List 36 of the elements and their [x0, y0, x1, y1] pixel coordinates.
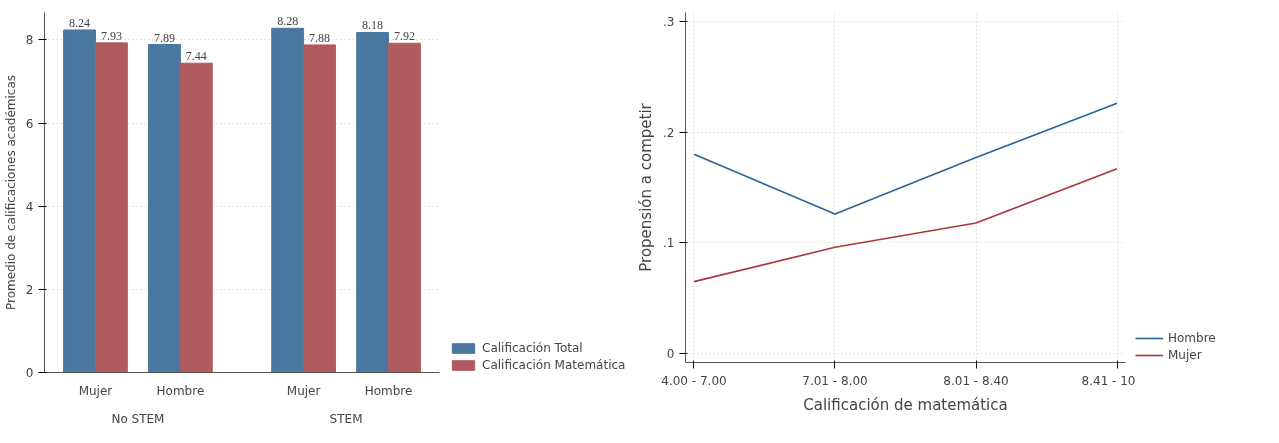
line-series	[693, 102, 1118, 215]
legend-label: Calificación Matemática	[482, 358, 626, 372]
line-series	[693, 167, 1118, 283]
x-tick-label: Hombre	[156, 383, 205, 398]
data-label: 7.88	[309, 30, 331, 45]
data-label: 7.92	[393, 29, 415, 44]
x-tick-label: 8.01 - 8.40	[943, 373, 1009, 388]
text: No STEM	[111, 411, 165, 426]
y-axis-title: Promedio de calificaciones académicas	[3, 74, 18, 311]
y-tick-label: .1	[663, 236, 675, 251]
data-label: 8.28	[277, 14, 299, 29]
legend-label: Mujer	[1168, 348, 1202, 362]
x-tick-label: 8.41 - 10	[1081, 373, 1136, 388]
data-label: 7.44	[185, 49, 207, 64]
text: STEM	[329, 411, 363, 426]
y-tick-label: 4	[25, 199, 34, 214]
x-tick-label: Hombre	[364, 383, 413, 398]
y-tick-label: 8	[25, 33, 34, 48]
x-tick-label: 7.01 - 8.00	[802, 373, 868, 388]
legend-label: Calificación Total	[482, 341, 583, 355]
x-tick-label: Mujer	[286, 383, 321, 398]
y-tick-label: 6	[25, 116, 34, 131]
y-tick-label: 2	[25, 282, 34, 297]
data-label: 7.93	[100, 28, 122, 43]
y-tick-label: .3	[663, 14, 675, 29]
data-label: 7.89	[153, 30, 175, 45]
x-axis-title: Calificación de matemática	[803, 395, 1008, 414]
x-tick-label: Mujer	[78, 383, 113, 398]
y-tick-label: 0	[666, 347, 675, 362]
y-axis-title: Propensión a competir	[637, 102, 656, 272]
legend-label: Hombre	[1168, 331, 1216, 345]
data-label: 8.24	[69, 15, 91, 30]
x-tick-label: 4.00 - 7.00	[661, 373, 727, 388]
y-tick-label: 0	[25, 366, 34, 380]
data-label: 8.18	[362, 18, 384, 33]
y-tick-label: .2	[663, 125, 675, 140]
